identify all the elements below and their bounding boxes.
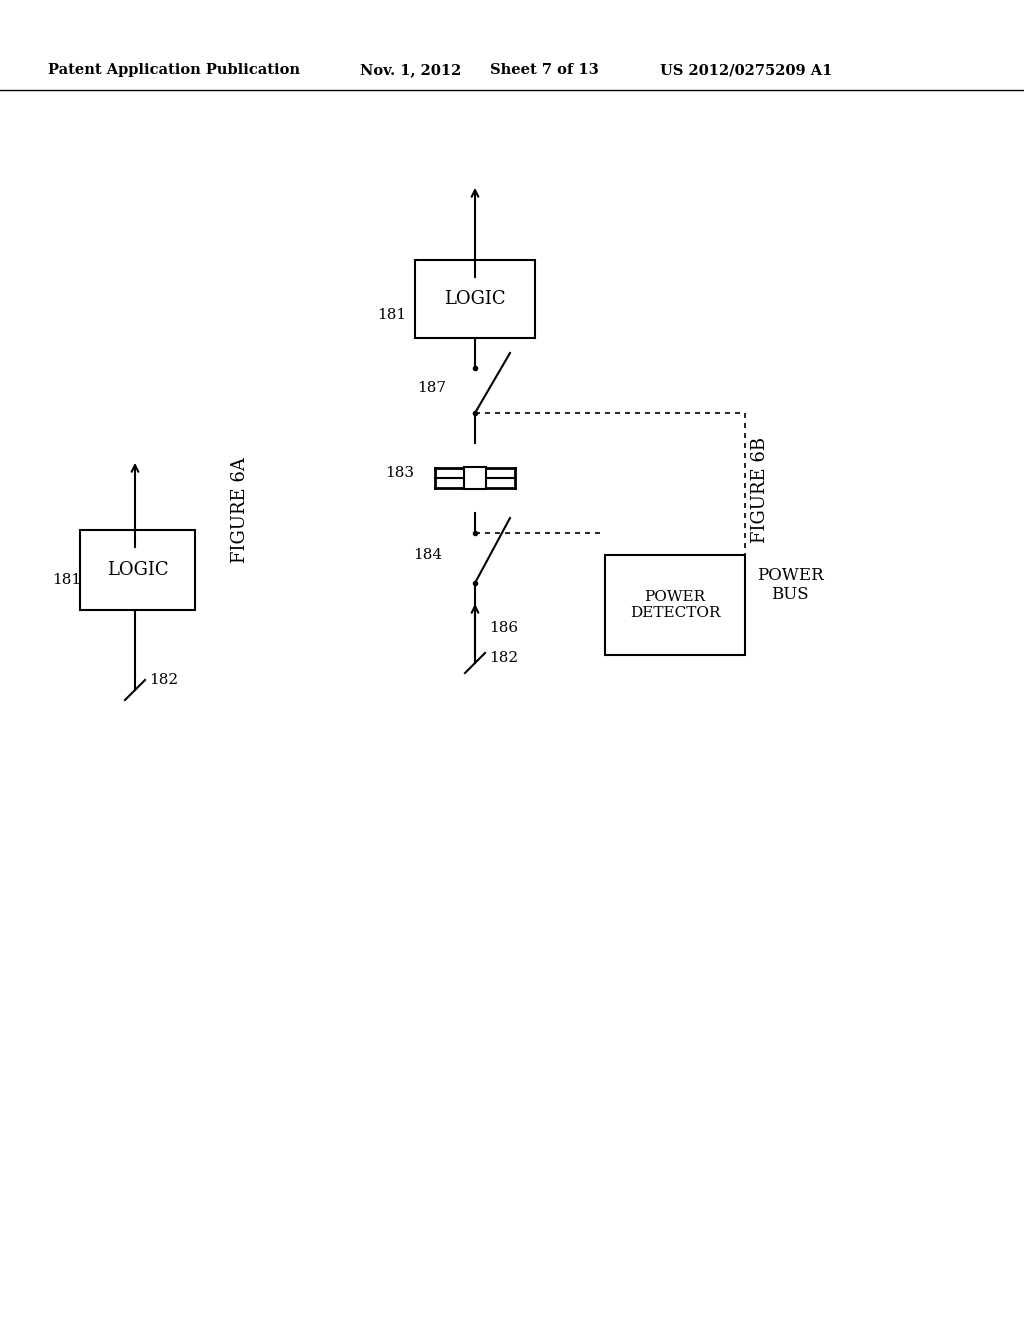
Text: US 2012/0275209 A1: US 2012/0275209 A1 bbox=[660, 63, 833, 77]
Text: Sheet 7 of 13: Sheet 7 of 13 bbox=[490, 63, 599, 77]
Text: 182: 182 bbox=[150, 673, 178, 686]
Bar bbox=[605, 554, 745, 655]
Bar bbox=[80, 531, 195, 610]
Text: Nov. 1, 2012: Nov. 1, 2012 bbox=[360, 63, 462, 77]
Text: 181: 181 bbox=[377, 308, 407, 322]
Bar bbox=[415, 260, 535, 338]
Text: LOGIC: LOGIC bbox=[106, 561, 168, 579]
Text: Patent Application Publication: Patent Application Publication bbox=[48, 63, 300, 77]
Text: LOGIC: LOGIC bbox=[444, 290, 506, 308]
Text: FIGURE 6A: FIGURE 6A bbox=[231, 457, 249, 562]
Text: 184: 184 bbox=[413, 548, 442, 562]
Text: 182: 182 bbox=[489, 651, 518, 665]
Text: FIGURE 6B: FIGURE 6B bbox=[751, 437, 769, 543]
Text: 187: 187 bbox=[417, 381, 446, 395]
Text: 186: 186 bbox=[489, 620, 518, 635]
Text: POWER
DETECTOR: POWER DETECTOR bbox=[630, 590, 720, 620]
Text: 183: 183 bbox=[385, 466, 414, 480]
Text: POWER
BUS: POWER BUS bbox=[757, 566, 823, 603]
Text: 181: 181 bbox=[52, 573, 81, 587]
Bar bbox=[464, 467, 486, 488]
